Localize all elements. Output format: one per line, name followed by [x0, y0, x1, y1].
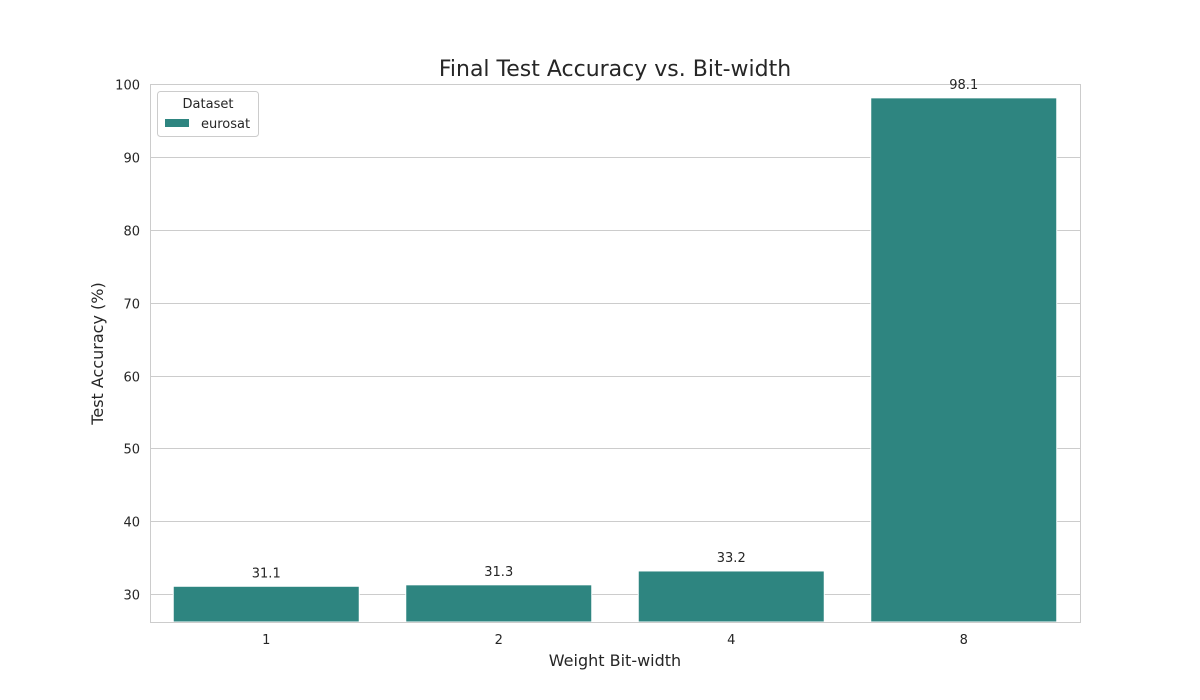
- x-axis-ticks: 1 2 4 8: [262, 633, 968, 648]
- bar: [172, 585, 360, 623]
- legend: Dataset eurosat: [157, 91, 259, 137]
- y-tick-label: 30: [123, 589, 140, 604]
- x-tick-label: 2: [495, 633, 503, 648]
- y-tick-label: 50: [123, 443, 140, 458]
- data-label: 33.2: [717, 551, 746, 566]
- x-tick-label: 8: [960, 633, 968, 648]
- y-tick-label: 70: [123, 298, 140, 313]
- y-tick-label: 40: [123, 516, 140, 531]
- y-tick-label: 90: [123, 152, 140, 167]
- x-tick-label: 4: [727, 633, 735, 648]
- y-tick-label: 60: [123, 371, 140, 386]
- bar: [870, 97, 1058, 623]
- legend-title: Dataset: [183, 97, 234, 112]
- y-tick-label: 100: [115, 79, 140, 94]
- plot-area: [150, 84, 1081, 623]
- bars: [172, 97, 1058, 623]
- gridlines: [150, 84, 1080, 595]
- legend-entry-label: eurosat: [201, 117, 250, 132]
- bar: [405, 584, 593, 623]
- x-tick-label: 1: [262, 633, 270, 648]
- chart-title: Final Test Accuracy vs. Bit-width: [439, 57, 791, 82]
- y-axis-label: Test Accuracy (%): [88, 282, 107, 425]
- y-tick-label: 80: [123, 225, 140, 240]
- legend-swatch: [165, 119, 189, 127]
- data-label: 31.3: [484, 565, 513, 580]
- y-axis-ticks: 30 40 50 60 70 80 90 100: [115, 79, 140, 604]
- bar: [637, 570, 825, 623]
- data-label: 98.1: [949, 78, 978, 93]
- data-labels: 31.1 31.3 33.2 98.1: [252, 78, 978, 581]
- x-axis-label: Weight Bit-width: [549, 651, 681, 670]
- data-label: 31.1: [252, 566, 281, 581]
